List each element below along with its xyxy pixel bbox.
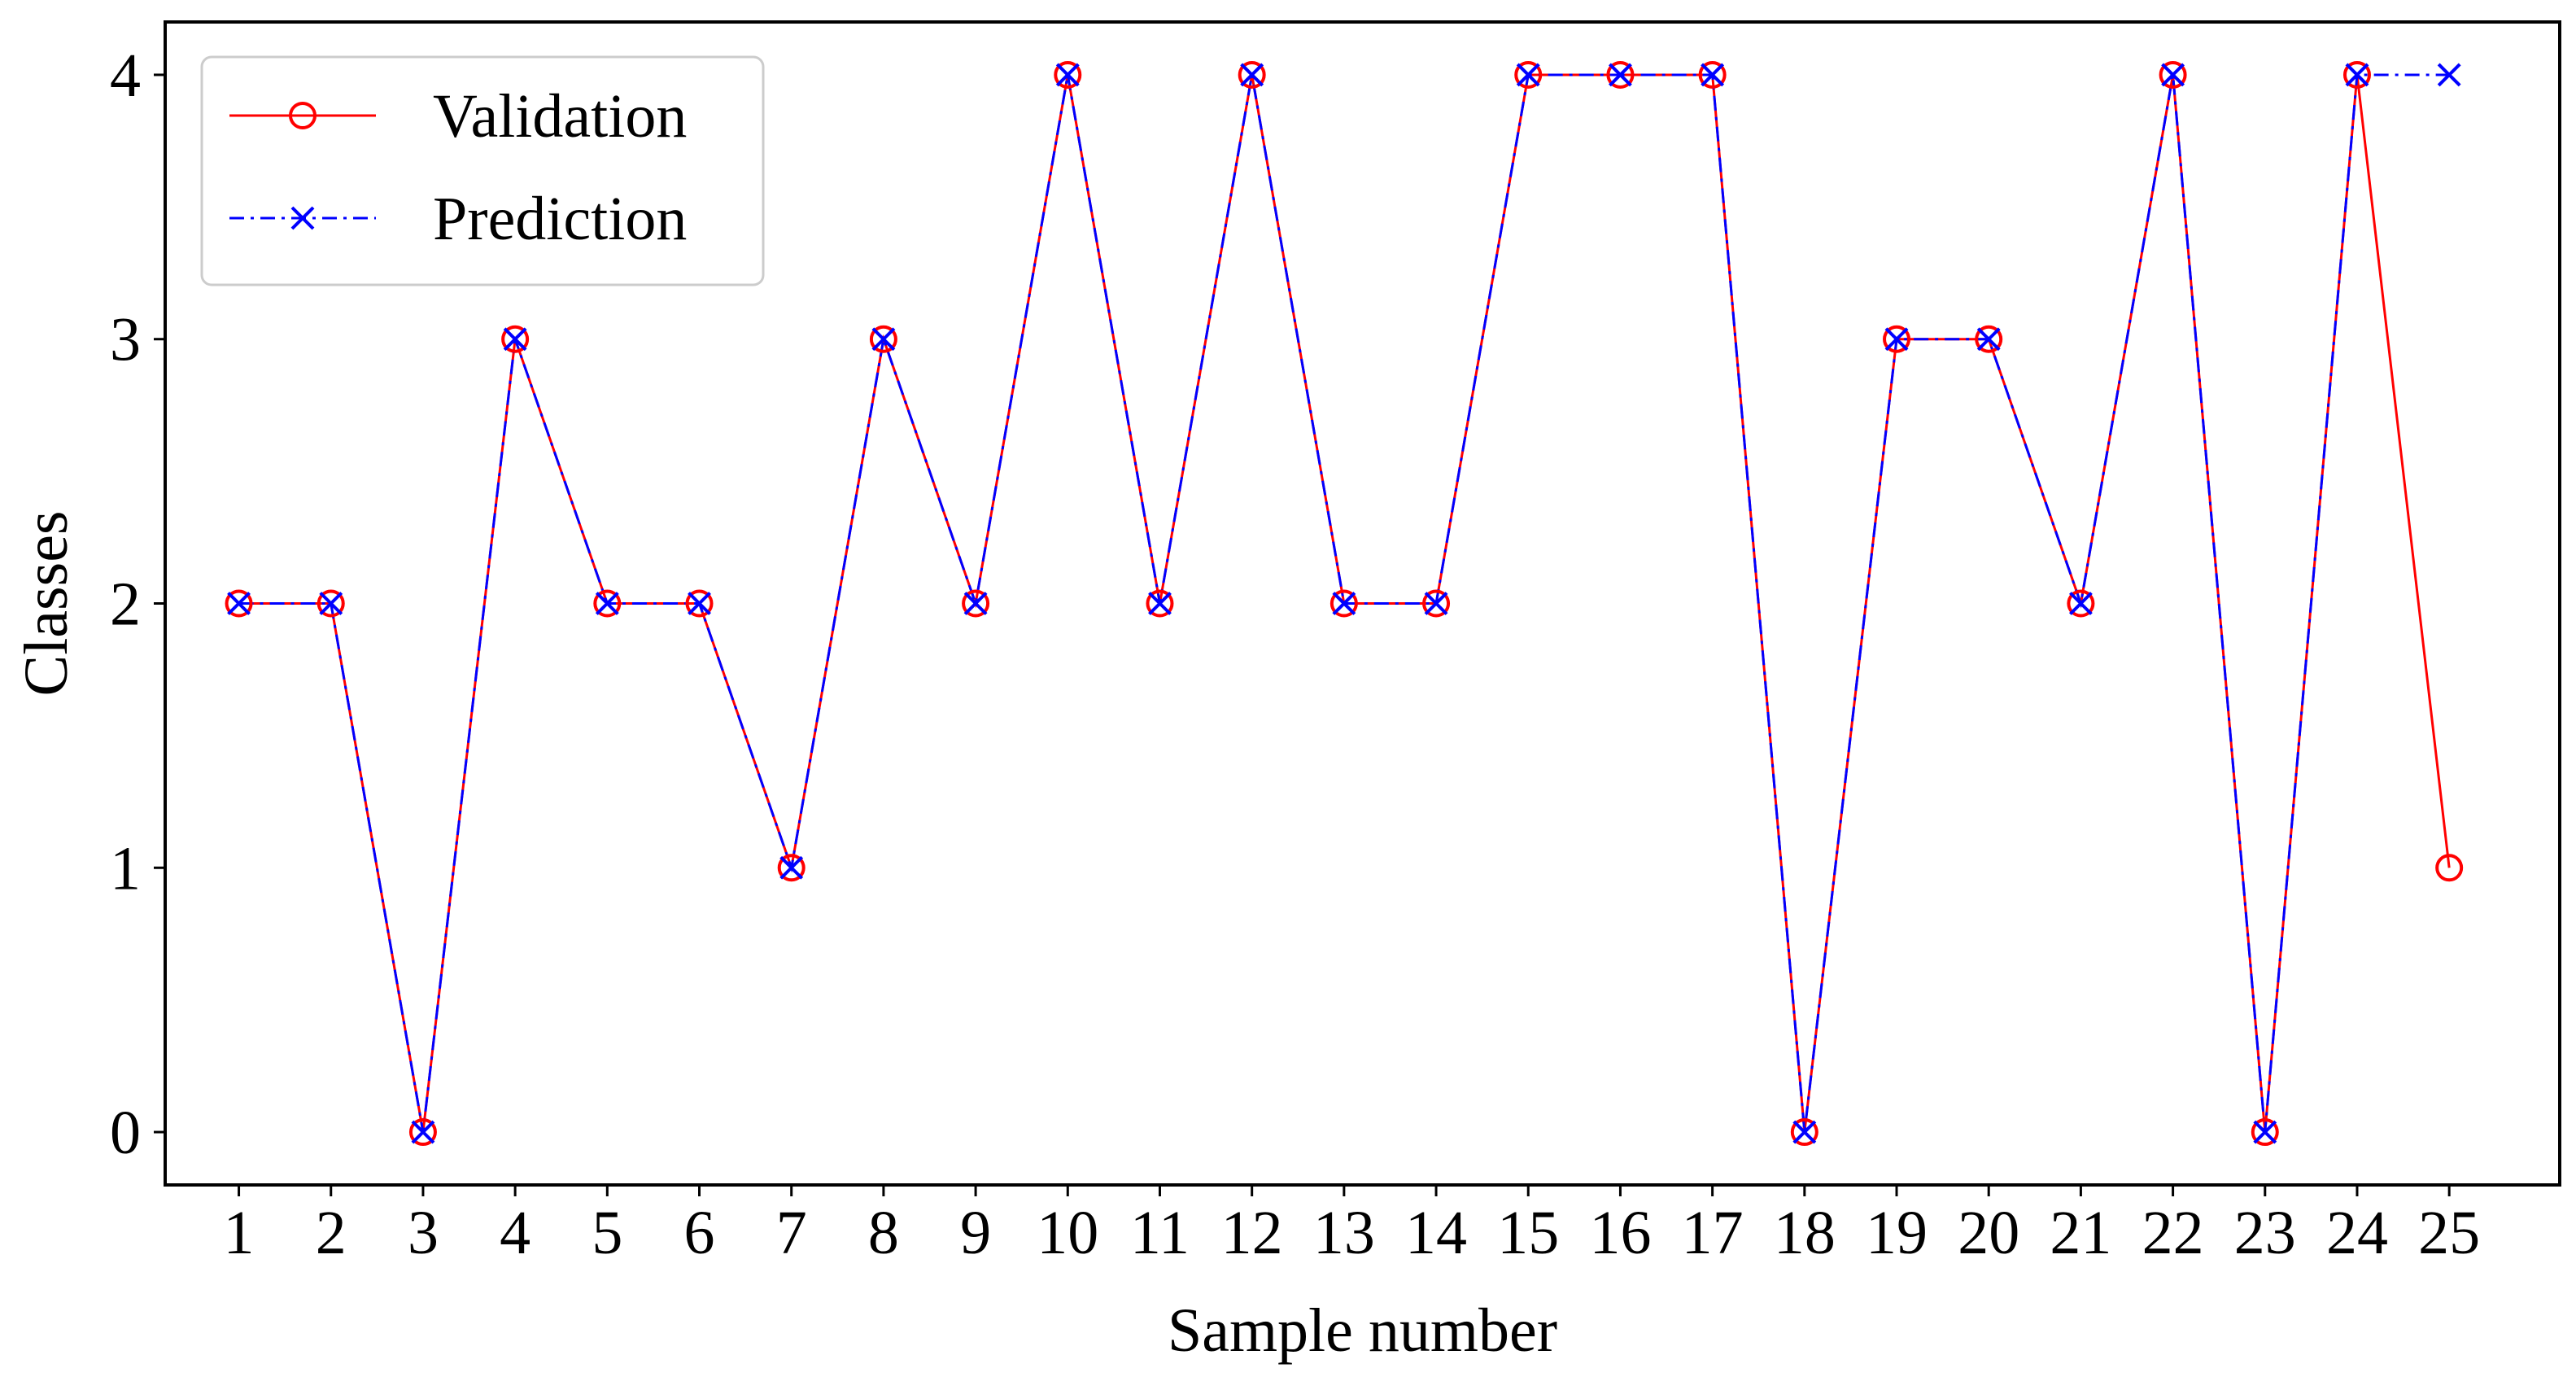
x-tick-label: 22	[2142, 1199, 2204, 1267]
prediction-point	[503, 327, 527, 352]
prediction-point	[2345, 63, 2369, 87]
validation-point	[1422, 589, 1451, 618]
x-tick-label: 15	[1497, 1199, 1559, 1267]
y-axis-label: Classes	[12, 511, 81, 697]
validation-point	[501, 325, 530, 353]
validation-point	[1975, 325, 2003, 353]
prediction-point	[1884, 327, 1909, 352]
validation-point	[1698, 60, 1727, 89]
legend-box	[200, 55, 765, 286]
prediction-point	[2161, 63, 2185, 87]
validation-point	[2251, 1118, 2279, 1147]
prediction-point	[1332, 592, 1356, 615]
prediction-point	[871, 327, 896, 352]
x-tick-label: 6	[684, 1199, 715, 1267]
prediction-point	[595, 592, 619, 615]
x-tick-label: 13	[1313, 1199, 1375, 1267]
validation-point	[1238, 60, 1266, 89]
legend-marker-prediction	[290, 206, 315, 230]
legend-marker-validation	[289, 102, 317, 129]
x-tick-label: 19	[1866, 1199, 1928, 1267]
x-tick-label: 24	[2326, 1199, 2388, 1267]
x-tick-label: 3	[408, 1199, 439, 1267]
validation-point	[225, 589, 253, 618]
prediction-point	[2253, 1120, 2277, 1144]
x-tick-label: 5	[592, 1199, 622, 1267]
validation-point	[317, 589, 345, 618]
y-tick-label: 2	[110, 570, 141, 639]
validation-point	[1146, 589, 1174, 618]
x-tick-label: 16	[1589, 1199, 1651, 1267]
prediction-point	[411, 1120, 435, 1144]
validation-point	[2435, 854, 2464, 882]
validation-point	[2067, 589, 2095, 618]
prediction-point	[319, 592, 343, 615]
prediction-point	[2437, 63, 2461, 87]
axes: 1 2 3 4 5 6 7 8 9 10 11 12 13 14 15 16 17 18 19 20 21 22 23 24 2…	[110, 42, 2480, 1267]
y-tick-label: 3	[110, 306, 141, 374]
validation-point	[777, 854, 806, 882]
prediction-point	[1148, 592, 1172, 615]
validation-point	[2342, 60, 2371, 89]
x-tick-label: 2	[316, 1199, 347, 1267]
validation-point	[2159, 60, 2187, 89]
x-tick-label: 11	[1130, 1199, 1190, 1267]
x-tick-label: 1	[224, 1199, 255, 1267]
validation-point	[1790, 1118, 1818, 1147]
validation-point	[1606, 60, 1635, 89]
x-tick-label: 12	[1221, 1199, 1283, 1267]
prediction-point	[963, 592, 988, 615]
validation-point	[869, 325, 897, 353]
prediction-point	[779, 855, 804, 880]
legend-label-validation: Validation	[433, 82, 687, 151]
x-tick-label: 20	[1958, 1199, 2019, 1267]
prediction-point	[1976, 327, 2001, 352]
x-tick-label: 9	[960, 1199, 991, 1267]
prediction-point	[1055, 63, 1080, 87]
prediction-point	[688, 592, 711, 615]
prediction-point	[1516, 63, 1540, 87]
legend: Validation Prediction	[200, 55, 765, 286]
validation-point	[962, 589, 990, 618]
x-tick-label: 23	[2234, 1199, 2296, 1267]
chart-marks	[225, 60, 2464, 1147]
x-tick-label: 10	[1037, 1199, 1098, 1267]
validation-point	[1883, 325, 1911, 353]
validation-point	[1329, 589, 1358, 618]
x-tick-label: 18	[1774, 1199, 1836, 1267]
validation-point	[593, 589, 622, 618]
x-tick-label: 8	[868, 1199, 899, 1267]
legend-label-prediction: Prediction	[433, 185, 687, 253]
validation-point	[408, 1118, 437, 1147]
validation-point	[685, 589, 714, 618]
y-tick-label: 1	[110, 834, 141, 903]
prediction-point	[1792, 1120, 1817, 1144]
prediction-point	[1424, 592, 1448, 615]
prediction-point	[227, 592, 251, 615]
prediction-point	[1701, 63, 1725, 87]
x-tick-label: 4	[500, 1199, 530, 1267]
validation-point	[1514, 60, 1543, 89]
x-axis-label: Sample number	[1168, 1296, 1557, 1365]
prediction-point	[2068, 592, 2093, 615]
x-tick-label: 21	[2050, 1199, 2111, 1267]
x-tick-label: 17	[1682, 1199, 1744, 1267]
y-tick-label: 4	[110, 42, 141, 110]
x-tick-label: 14	[1405, 1199, 1467, 1267]
prediction-point	[1609, 63, 1632, 87]
validation-point	[1054, 60, 1082, 89]
y-tick-label: 0	[110, 1099, 141, 1167]
prediction-point	[1240, 63, 1264, 87]
x-tick-label: 25	[2418, 1199, 2480, 1267]
x-tick-label: 7	[776, 1199, 807, 1267]
